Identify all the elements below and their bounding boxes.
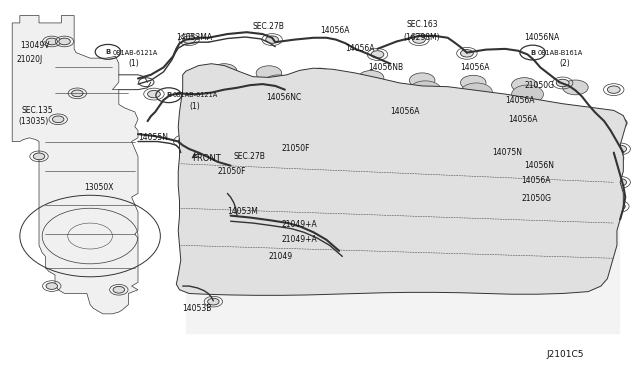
Circle shape [614, 179, 627, 186]
Text: 14056NA: 14056NA [524, 33, 559, 42]
Text: 21049+A: 21049+A [282, 221, 317, 230]
Polygon shape [176, 64, 627, 295]
Circle shape [466, 185, 493, 202]
Circle shape [362, 79, 394, 97]
Circle shape [511, 85, 543, 103]
Circle shape [182, 36, 195, 43]
Circle shape [262, 75, 294, 93]
Circle shape [258, 148, 273, 157]
Text: 14056N: 14056N [524, 161, 554, 170]
Circle shape [59, 38, 70, 45]
Circle shape [587, 193, 615, 209]
Text: 21050F: 21050F [282, 144, 310, 153]
Text: 14056A: 14056A [508, 115, 538, 124]
Text: (16298M): (16298M) [403, 33, 440, 42]
Text: 081AB-6121A: 081AB-6121A [173, 92, 218, 98]
Text: B: B [106, 49, 111, 55]
Text: 14055N: 14055N [138, 133, 168, 142]
Circle shape [545, 146, 568, 159]
Text: 14053MA: 14053MA [176, 33, 212, 42]
Text: 13049V: 13049V [20, 41, 49, 51]
Circle shape [113, 286, 125, 293]
Text: (1): (1) [129, 59, 139, 68]
Text: (2): (2) [559, 59, 570, 68]
Circle shape [46, 38, 58, 45]
Text: SEC.27B: SEC.27B [234, 152, 266, 161]
Text: 21049: 21049 [269, 252, 293, 261]
Circle shape [607, 86, 620, 93]
Text: 081AB-B161A: 081AB-B161A [537, 49, 582, 55]
Text: 14056A: 14056A [320, 26, 349, 35]
Text: 21050F: 21050F [218, 167, 246, 176]
Text: 14056A: 14056A [521, 176, 550, 185]
Circle shape [410, 81, 442, 99]
Circle shape [200, 113, 223, 126]
Circle shape [611, 119, 623, 127]
Circle shape [461, 83, 492, 102]
Text: SEC.135: SEC.135 [22, 106, 53, 115]
Circle shape [372, 129, 396, 142]
Circle shape [371, 51, 384, 58]
Circle shape [413, 36, 426, 43]
Circle shape [178, 137, 193, 146]
Circle shape [596, 151, 619, 165]
Circle shape [614, 145, 627, 153]
Text: 14075N: 14075N [492, 148, 522, 157]
Text: 14053B: 14053B [182, 304, 212, 313]
Circle shape [148, 90, 161, 98]
Text: FRONT: FRONT [192, 154, 221, 163]
Circle shape [211, 64, 237, 78]
Text: 14056A: 14056A [390, 108, 420, 116]
Text: (13035): (13035) [19, 117, 49, 126]
Circle shape [487, 140, 510, 154]
Circle shape [307, 68, 333, 83]
Circle shape [338, 178, 366, 194]
Polygon shape [12, 16, 138, 314]
Circle shape [310, 77, 342, 95]
Circle shape [556, 79, 569, 87]
Circle shape [358, 71, 384, 85]
Circle shape [274, 174, 302, 190]
Circle shape [563, 80, 588, 95]
Circle shape [46, 283, 58, 289]
Circle shape [430, 135, 453, 148]
Text: B: B [166, 92, 172, 98]
Text: 13050X: 13050X [84, 183, 113, 192]
Circle shape [529, 189, 557, 205]
Text: 21050G: 21050G [521, 195, 551, 203]
Circle shape [461, 49, 473, 57]
Text: 21050G: 21050G [524, 81, 554, 90]
Circle shape [214, 73, 246, 92]
Circle shape [410, 73, 435, 88]
Circle shape [257, 118, 280, 132]
Text: 14056A: 14056A [346, 44, 375, 53]
Text: 081AB-6121A: 081AB-6121A [113, 49, 157, 55]
Text: 14056NC: 14056NC [266, 93, 301, 102]
Circle shape [612, 203, 625, 210]
Text: 21020J: 21020J [17, 55, 43, 64]
Circle shape [210, 170, 238, 187]
Circle shape [33, 153, 45, 160]
Text: B: B [530, 49, 535, 55]
Circle shape [402, 182, 430, 198]
Text: 21049+A: 21049+A [282, 235, 317, 244]
Text: 14053M: 14053M [227, 208, 259, 217]
Text: J2101C5: J2101C5 [547, 350, 584, 359]
Text: SEC.163: SEC.163 [406, 20, 438, 29]
Circle shape [52, 116, 64, 123]
Text: SEC.27B: SEC.27B [253, 22, 285, 31]
Text: 14056A: 14056A [461, 63, 490, 72]
Circle shape [266, 36, 278, 43]
Circle shape [256, 66, 282, 81]
Text: 14056NB: 14056NB [368, 63, 403, 72]
Text: 14056A: 14056A [505, 96, 534, 105]
Circle shape [207, 298, 219, 305]
Circle shape [72, 90, 83, 97]
Circle shape [315, 124, 338, 137]
Circle shape [461, 75, 486, 90]
Circle shape [511, 78, 537, 93]
Text: (1): (1) [189, 102, 200, 111]
